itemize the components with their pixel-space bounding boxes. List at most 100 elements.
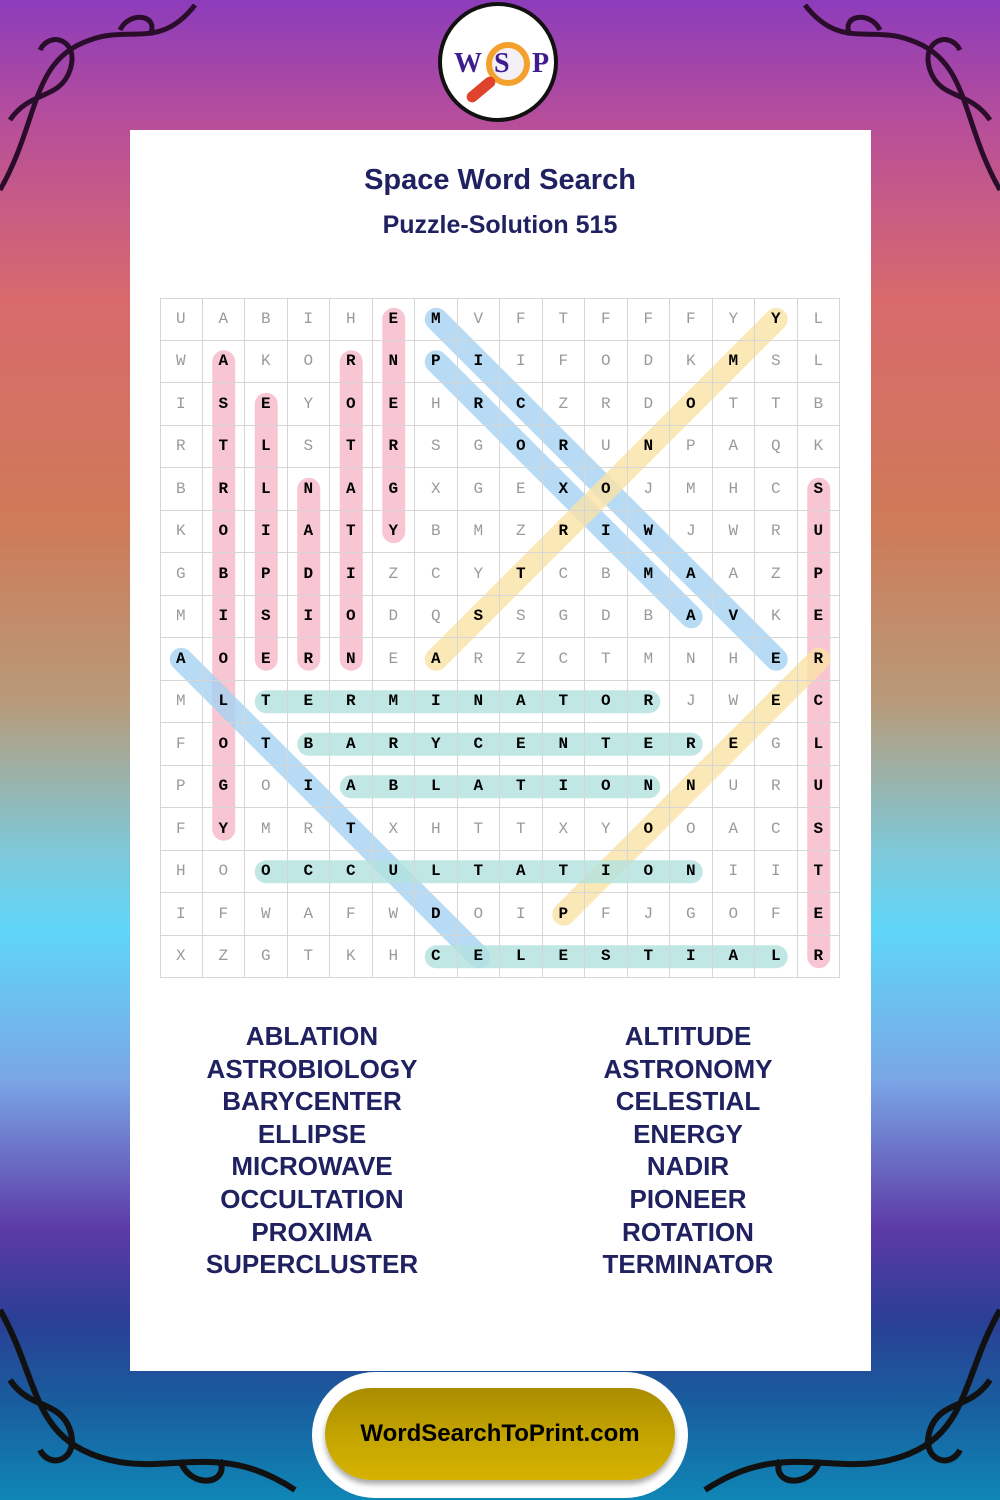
highlight-altitude — [169, 647, 491, 969]
grid-cell: G — [755, 723, 798, 766]
grid-cell: D — [287, 553, 330, 596]
grid-cell: E — [372, 298, 415, 341]
grid-cell: R — [287, 638, 330, 681]
grid-cell: C — [542, 638, 585, 681]
grid-cell: U — [585, 425, 628, 468]
word-list-item: OCCULTATION — [220, 1183, 404, 1214]
grid-cell: G — [202, 765, 245, 808]
grid-cell: V — [457, 298, 500, 341]
grid-cell: I — [202, 595, 245, 638]
grid-cell: O — [330, 595, 373, 638]
grid-cell: T — [585, 723, 628, 766]
grid-cell: L — [755, 935, 798, 978]
grid-cell: I — [542, 765, 585, 808]
word-list-item: ABLATION — [245, 1021, 379, 1051]
grid-cell: S — [415, 425, 458, 468]
grid-cell: O — [330, 383, 373, 426]
grid-cell: E — [500, 468, 543, 511]
grid-cell: S — [457, 595, 500, 638]
word-list-item: MICROWAVE — [231, 1151, 393, 1182]
grid-cell: O — [245, 765, 288, 808]
grid-cell: R — [202, 468, 245, 511]
grid-cell: W — [712, 510, 755, 553]
grid-cell: A — [287, 510, 330, 553]
grid-cell: R — [627, 680, 670, 723]
grid-cell: M — [627, 638, 670, 681]
grid-cell: Y — [372, 510, 415, 553]
grid-cell: U — [160, 298, 203, 341]
grid-cell: P — [797, 553, 840, 596]
grid-cell: T — [500, 553, 543, 596]
word-list-item: ALTITUDE — [624, 1021, 752, 1051]
grid-cell: B — [287, 723, 330, 766]
grid-cell: H — [415, 808, 458, 851]
grid-cell: E — [457, 935, 500, 978]
page-title: Space Word Search — [364, 164, 636, 196]
word-list-item: PROXIMA — [251, 1216, 373, 1247]
grid-cell: L — [415, 850, 458, 893]
grid-cell: K — [755, 595, 798, 638]
grid-cell: C — [500, 383, 543, 426]
grid-cell: R — [372, 425, 415, 468]
page-subtitle: Puzzle-Solution 515 — [382, 211, 618, 239]
grid-cell: E — [755, 680, 798, 723]
grid-cell: T — [457, 850, 500, 893]
grid-cell: E — [797, 595, 840, 638]
grid-cell: W — [627, 510, 670, 553]
website-link-button[interactable]: WordSearchToPrint.com — [325, 1388, 675, 1480]
grid-cell: A — [415, 638, 458, 681]
grid-cell: I — [457, 340, 500, 383]
grid-cell: W — [712, 680, 755, 723]
grid-cell: Y — [457, 553, 500, 596]
grid-cell: B — [415, 510, 458, 553]
grid-cell: K — [160, 510, 203, 553]
grid-cell: J — [627, 893, 670, 936]
grid-cell: N — [670, 850, 713, 893]
grid-cell: O — [585, 680, 628, 723]
grid-cell: A — [330, 723, 373, 766]
grid-cell: T — [542, 680, 585, 723]
corner-ornament-top-right — [803, 3, 1000, 192]
grid-cell: A — [712, 808, 755, 851]
grid-cell: A — [670, 553, 713, 596]
grid-cell: I — [585, 510, 628, 553]
grid-cell: O — [202, 510, 245, 553]
grid-cell: C — [415, 935, 458, 978]
grid-cell: Y — [755, 298, 798, 341]
grid-cell: D — [372, 595, 415, 638]
logo-letter-p: P — [532, 48, 550, 79]
grid-cell: H — [372, 935, 415, 978]
corner-ornament-bottom-right — [703, 1308, 1000, 1493]
grid-cell: F — [542, 340, 585, 383]
grid-cell: M — [415, 298, 458, 341]
word-list-item: ROTATION — [622, 1216, 754, 1247]
grid-cell: N — [330, 638, 373, 681]
grid-cell: L — [245, 468, 288, 511]
grid-cell: L — [797, 340, 840, 383]
grid-cell: B — [627, 595, 670, 638]
grid-cell: C — [755, 808, 798, 851]
grid-cell: W — [372, 893, 415, 936]
grid-cell: R — [542, 510, 585, 553]
grid-cell: L — [797, 723, 840, 766]
grid-cell: B — [585, 553, 628, 596]
grid-cell: R — [372, 723, 415, 766]
word-list-item: ASTROBIOLOGY — [206, 1053, 418, 1084]
grid-cell: H — [712, 468, 755, 511]
grid-cell: C — [415, 553, 458, 596]
grid-cell: Z — [500, 638, 543, 681]
grid-cell: M — [627, 553, 670, 596]
grid-cell: S — [755, 340, 798, 383]
grid-cell: G — [457, 468, 500, 511]
grid-cell: A — [287, 893, 330, 936]
grid-cell: E — [755, 638, 798, 681]
grid-cell: I — [160, 893, 203, 936]
grid-cell: U — [712, 765, 755, 808]
grid-cell: R — [457, 383, 500, 426]
grid-cell: U — [797, 510, 840, 553]
grid-cell: G — [245, 935, 288, 978]
grid-cell: A — [712, 553, 755, 596]
grid-cell: I — [330, 553, 373, 596]
grid-cell: A — [457, 765, 500, 808]
grid-cell: N — [627, 425, 670, 468]
